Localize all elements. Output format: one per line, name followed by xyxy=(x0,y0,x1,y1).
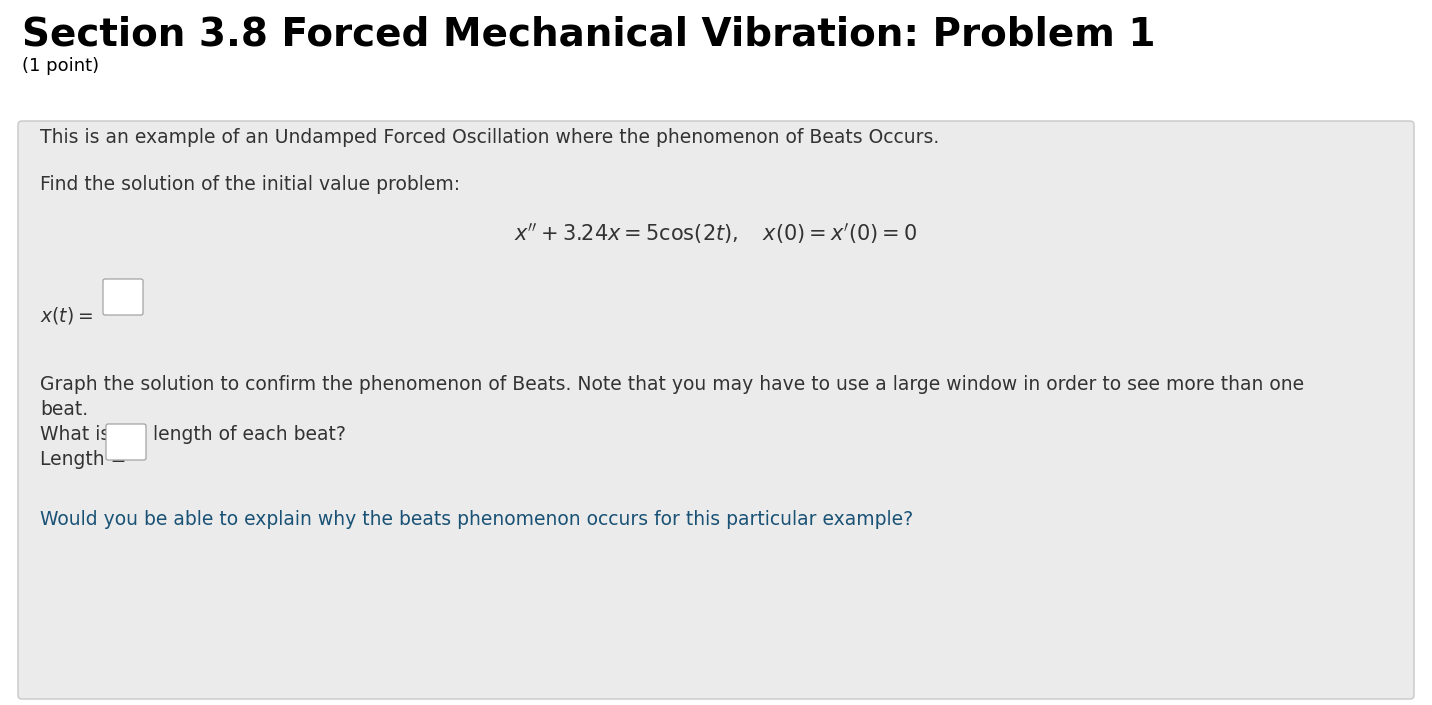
Text: Length =: Length = xyxy=(40,450,126,469)
Text: Find the solution of the initial value problem:: Find the solution of the initial value p… xyxy=(40,175,460,194)
Text: Would you be able to explain why the beats phenomenon occurs for this particular: Would you be able to explain why the bea… xyxy=(40,510,914,529)
Text: What is the length of each beat?: What is the length of each beat? xyxy=(40,425,347,444)
Text: (1 point): (1 point) xyxy=(21,57,99,75)
FancyBboxPatch shape xyxy=(19,121,1413,699)
Text: beat.: beat. xyxy=(40,400,89,419)
FancyBboxPatch shape xyxy=(106,424,146,460)
Text: Graph the solution to confirm the phenomenon of Beats. Note that you may have to: Graph the solution to confirm the phenom… xyxy=(40,375,1305,394)
Text: Section 3.8 Forced Mechanical Vibration: Problem 1: Section 3.8 Forced Mechanical Vibration:… xyxy=(21,15,1156,53)
Text: $x(t) =$: $x(t) =$ xyxy=(40,305,93,326)
FancyBboxPatch shape xyxy=(103,279,143,315)
Text: This is an example of an Undamped Forced Oscillation where the phenomenon of Bea: This is an example of an Undamped Forced… xyxy=(40,128,939,147)
Text: $x'' + 3.24x = 5\cos(2t), \quad x(0) = x'(0) = 0$: $x'' + 3.24x = 5\cos(2t), \quad x(0) = x… xyxy=(514,221,918,246)
